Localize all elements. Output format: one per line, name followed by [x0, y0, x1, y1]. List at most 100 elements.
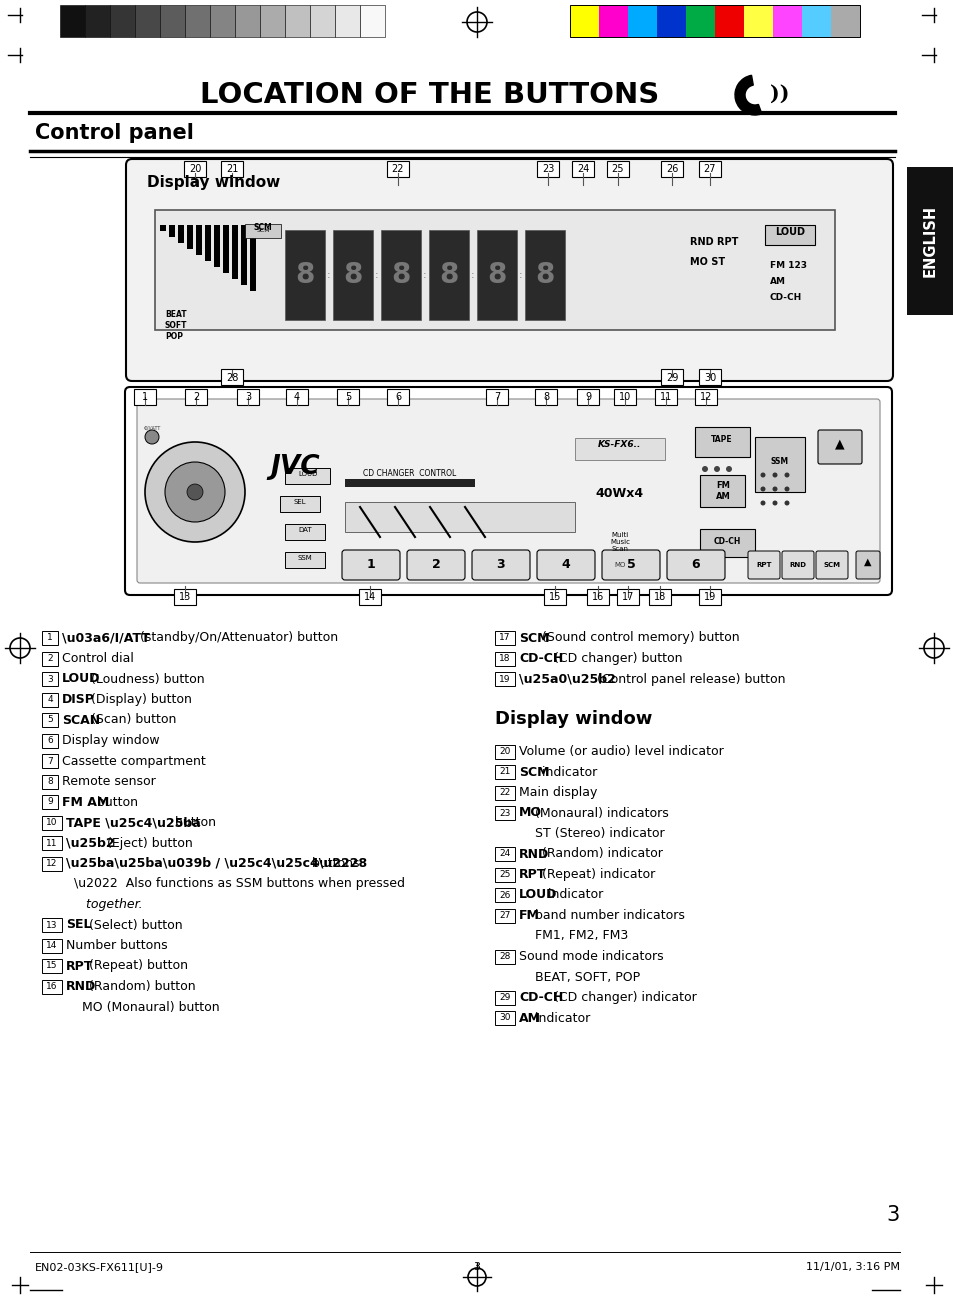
- Text: 28: 28: [226, 373, 238, 384]
- Bar: [764, 225, 814, 244]
- Bar: [42, 959, 62, 972]
- Text: 22: 22: [392, 164, 404, 174]
- Circle shape: [760, 486, 764, 491]
- Text: Display window: Display window: [495, 711, 652, 728]
- Text: 29: 29: [498, 993, 510, 1002]
- Bar: [42, 836, 62, 850]
- Text: 9: 9: [47, 797, 52, 806]
- Bar: [232, 225, 237, 280]
- Text: 8: 8: [47, 777, 52, 786]
- Text: Main display: Main display: [518, 786, 597, 800]
- Bar: [586, 589, 608, 604]
- Bar: [685, 5, 714, 36]
- Text: :: :: [518, 270, 522, 280]
- Text: 2: 2: [193, 393, 199, 402]
- Text: 7: 7: [47, 757, 52, 766]
- Text: KS-FX6..: KS-FX6..: [598, 439, 641, 448]
- Text: (Repeat) indicator: (Repeat) indicator: [537, 868, 654, 881]
- Text: 1: 1: [366, 559, 375, 572]
- Text: 25: 25: [498, 870, 510, 879]
- Text: 19: 19: [703, 592, 716, 602]
- Circle shape: [187, 484, 203, 501]
- Bar: [260, 5, 285, 36]
- Bar: [336, 389, 358, 406]
- Text: SCM: SCM: [253, 224, 273, 231]
- Text: (Random) button: (Random) button: [85, 980, 195, 993]
- Bar: [245, 224, 281, 238]
- Text: MO: MO: [518, 806, 541, 819]
- Text: SCAN: SCAN: [62, 714, 100, 727]
- Text: 16: 16: [46, 982, 58, 991]
- Bar: [617, 589, 639, 604]
- Text: 11: 11: [659, 393, 672, 402]
- Text: Display window: Display window: [62, 734, 159, 747]
- Text: 7: 7: [494, 393, 499, 402]
- Text: \u2022  Also functions as SSM buttons when pressed: \u2022 Also functions as SSM buttons whe…: [66, 878, 405, 891]
- Text: 27: 27: [498, 911, 510, 920]
- Text: (Repeat) button: (Repeat) button: [85, 959, 188, 972]
- Text: Sound mode indicators: Sound mode indicators: [518, 950, 663, 963]
- Text: 10: 10: [618, 393, 631, 402]
- Text: RND: RND: [66, 980, 96, 993]
- Text: RND: RND: [518, 848, 549, 861]
- Bar: [495, 630, 515, 645]
- Text: 24: 24: [577, 164, 589, 174]
- Text: BEAT
SOFT
POP: BEAT SOFT POP: [165, 309, 188, 341]
- Bar: [169, 225, 174, 237]
- Text: LOUD: LOUD: [298, 471, 317, 477]
- Text: LOUD: LOUD: [774, 227, 804, 237]
- Text: 22: 22: [498, 788, 510, 797]
- Bar: [250, 225, 255, 291]
- Text: SCM: SCM: [518, 632, 549, 645]
- Text: SCM: SCM: [518, 766, 549, 779]
- Text: Remote sensor: Remote sensor: [62, 775, 155, 788]
- Text: Display window: Display window: [147, 176, 280, 191]
- Text: AM: AM: [769, 277, 785, 286]
- Bar: [577, 389, 598, 406]
- FancyBboxPatch shape: [341, 550, 399, 580]
- Bar: [285, 5, 310, 36]
- Bar: [335, 5, 359, 36]
- Bar: [495, 848, 515, 861]
- Bar: [598, 5, 627, 36]
- Text: RPT: RPT: [756, 562, 771, 568]
- Text: )): )): [769, 84, 789, 104]
- Bar: [387, 389, 409, 406]
- Text: 2: 2: [47, 654, 52, 663]
- Bar: [42, 672, 58, 686]
- Text: 13: 13: [178, 592, 191, 602]
- Bar: [185, 389, 207, 406]
- Text: 5: 5: [345, 393, 351, 402]
- Bar: [495, 785, 515, 800]
- Bar: [223, 225, 229, 273]
- Circle shape: [725, 465, 731, 472]
- Bar: [195, 225, 202, 255]
- Text: 5: 5: [47, 715, 52, 724]
- Text: Control dial: Control dial: [62, 653, 133, 666]
- Text: (Eject) button: (Eject) button: [103, 836, 193, 849]
- Text: FM1, FM2, FM3: FM1, FM2, FM3: [518, 930, 628, 942]
- Text: (standby/On/Attenuator) button: (standby/On/Attenuator) button: [136, 632, 338, 645]
- FancyBboxPatch shape: [601, 550, 659, 580]
- Text: band number indicators: band number indicators: [531, 909, 684, 922]
- Text: 21: 21: [226, 164, 238, 174]
- Text: (Scan) button: (Scan) button: [87, 714, 176, 727]
- Bar: [160, 225, 166, 231]
- Bar: [772, 5, 801, 36]
- FancyBboxPatch shape: [817, 430, 862, 464]
- Bar: [42, 939, 62, 953]
- Text: FM 123: FM 123: [769, 261, 806, 270]
- Bar: [495, 745, 515, 758]
- Text: TAPE: TAPE: [710, 436, 732, 445]
- Bar: [213, 225, 220, 266]
- Text: 3: 3: [245, 393, 251, 402]
- Bar: [699, 161, 720, 177]
- Bar: [380, 230, 420, 320]
- Text: 30: 30: [703, 373, 716, 384]
- Bar: [42, 693, 58, 706]
- Text: 3: 3: [886, 1205, 899, 1225]
- Text: 19: 19: [498, 675, 510, 684]
- Bar: [387, 161, 409, 177]
- Text: Control panel: Control panel: [35, 124, 193, 143]
- Text: (Monaural) indicators: (Monaural) indicators: [531, 806, 668, 819]
